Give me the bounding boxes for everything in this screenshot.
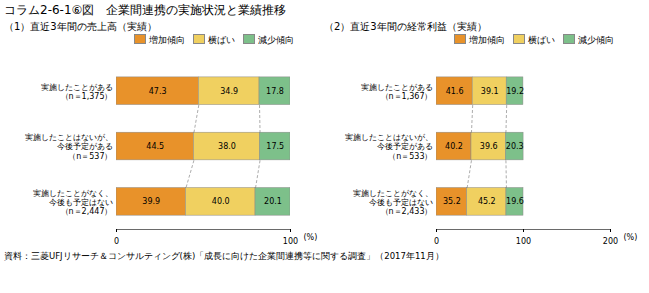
svg-text:34.9: 34.9 [220, 87, 238, 96]
svg-text:39.9: 39.9 [142, 197, 160, 206]
html-text:横ばい: 横ばい [208, 35, 235, 45]
svg-text:47.3: 47.3 [149, 87, 167, 96]
svg-text:38.0: 38.0 [218, 142, 236, 151]
svg-text:100: 100 [283, 237, 298, 246]
svg-text:40.0: 40.0 [212, 197, 230, 206]
svg-text:41.6: 41.6 [446, 87, 464, 96]
svg-text:20.1: 20.1 [264, 197, 282, 206]
svg-text:実施したことはないが、今後予定がある（n＝533）: 実施したことはないが、今後予定がある（n＝533） [345, 133, 433, 160]
html-text:コラム2-6-1⑥図 企業間連携の実施状況と業績推移: コラム2-6-1⑥図 企業間連携の実施状況と業績推移 [4, 3, 287, 17]
svg-text:100: 100 [516, 237, 531, 246]
html-text:横ばい: 横ばい [528, 35, 555, 45]
svg-text:実施したことがなく、今後も予定はない（n＝2,447）: 実施したことがなく、今後も予定はない（n＝2,447） [33, 189, 113, 216]
svg-text:39.6: 39.6 [480, 142, 498, 151]
svg-text:実施したことはないが、今後予定がある（n＝537）: 実施したことはないが、今後予定がある（n＝537） [25, 133, 113, 160]
svg-text:(%): (%) [304, 233, 318, 242]
html-text:減少傾向: 減少傾向 [578, 35, 614, 45]
html-text:増加傾向: 増加傾向 [469, 35, 505, 45]
html-text:減少傾向: 減少傾向 [258, 35, 294, 45]
svg-text:17.8: 17.8 [266, 87, 284, 96]
svg-text:39.1: 39.1 [481, 87, 499, 96]
svg-text:実施したことがある（n＝1,375）: 実施したことがある（n＝1,375） [41, 83, 113, 101]
html-text:（1）直近3年間の売上高（実績）: （1）直近3年間の売上高（実績） [4, 21, 157, 32]
svg-text:35.2: 35.2 [443, 197, 461, 206]
svg-text:45.2: 45.2 [478, 197, 496, 206]
svg-text:実施したことがある（n＝1,367）: 実施したことがある（n＝1,367） [361, 83, 433, 101]
html-text:（2）直近3年間の経常利益（実績）: （2）直近3年間の経常利益（実績） [324, 21, 487, 32]
svg-text:19.2: 19.2 [506, 87, 524, 96]
svg-text:0: 0 [114, 237, 119, 246]
html-text:増加傾向: 増加傾向 [149, 35, 185, 45]
svg-text:19.6: 19.6 [506, 197, 524, 206]
svg-text:200: 200 [603, 237, 618, 246]
svg-text:0: 0 [434, 237, 439, 246]
svg-text:44.5: 44.5 [146, 142, 164, 151]
svg-text:20.3: 20.3 [506, 142, 524, 151]
svg-text:実施したことがなく、今後も予定はない（n＝2,433）: 実施したことがなく、今後も予定はない（n＝2,433） [353, 189, 433, 216]
svg-text:17.5: 17.5 [266, 142, 284, 151]
svg-text:(%): (%) [624, 233, 638, 242]
html-text:資料：三菱UFJリサーチ＆コンサルティング(株)「成長に向け: 資料：三菱UFJリサーチ＆コンサルティング(株)「成長に向けた企業間連携等に関す… [4, 251, 444, 261]
svg-text:40.2: 40.2 [445, 142, 463, 151]
